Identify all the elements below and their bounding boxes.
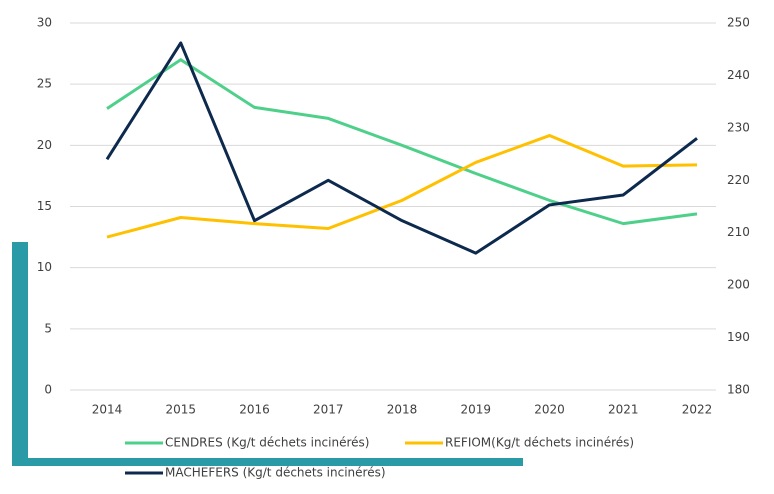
- legend-label: CENDRES (Kg/t déchets incinérés): [165, 436, 369, 450]
- y-tick-label: 0: [44, 383, 52, 397]
- series-line: [106, 58, 698, 226]
- y-tick-label: 5: [44, 321, 52, 335]
- x-tick-label: 2022: [682, 403, 713, 417]
- y2-tick-label: 200: [727, 278, 750, 292]
- x-tick-label: 2021: [608, 403, 639, 417]
- legend-label: MACHEFERS (Kg/t déchets incinérés): [165, 466, 386, 480]
- y2-tick-label: 220: [727, 173, 750, 187]
- y-tick-label: 10: [37, 260, 52, 274]
- x-tick-label: 2016: [239, 403, 270, 417]
- decor-bar: [12, 242, 28, 466]
- y-tick-label: 30: [37, 16, 52, 30]
- y2-tick-label: 210: [727, 225, 750, 239]
- series-line: [105, 41, 698, 255]
- series-line: [106, 134, 698, 239]
- x-tick-label: 2014: [92, 403, 123, 417]
- y2-tick-label: 180: [727, 383, 750, 397]
- decor-bar: [12, 458, 523, 466]
- x-tick-label: 2020: [534, 403, 565, 417]
- x-tick-label: 2015: [165, 403, 196, 417]
- legend-label: REFIOM(Kg/t déchets incinérés): [445, 436, 634, 450]
- x-tick-label: 2017: [313, 403, 344, 417]
- x-tick-label: 2019: [460, 403, 491, 417]
- y-tick-label: 15: [37, 199, 52, 213]
- y2-tick-label: 240: [727, 68, 750, 82]
- y2-tick-label: 230: [727, 120, 750, 134]
- y2-tick-label: 190: [727, 330, 750, 344]
- x-tick-label: 2018: [387, 403, 418, 417]
- y2-tick-label: 250: [727, 16, 750, 30]
- y-tick-label: 25: [37, 77, 52, 91]
- y-tick-label: 20: [37, 138, 52, 152]
